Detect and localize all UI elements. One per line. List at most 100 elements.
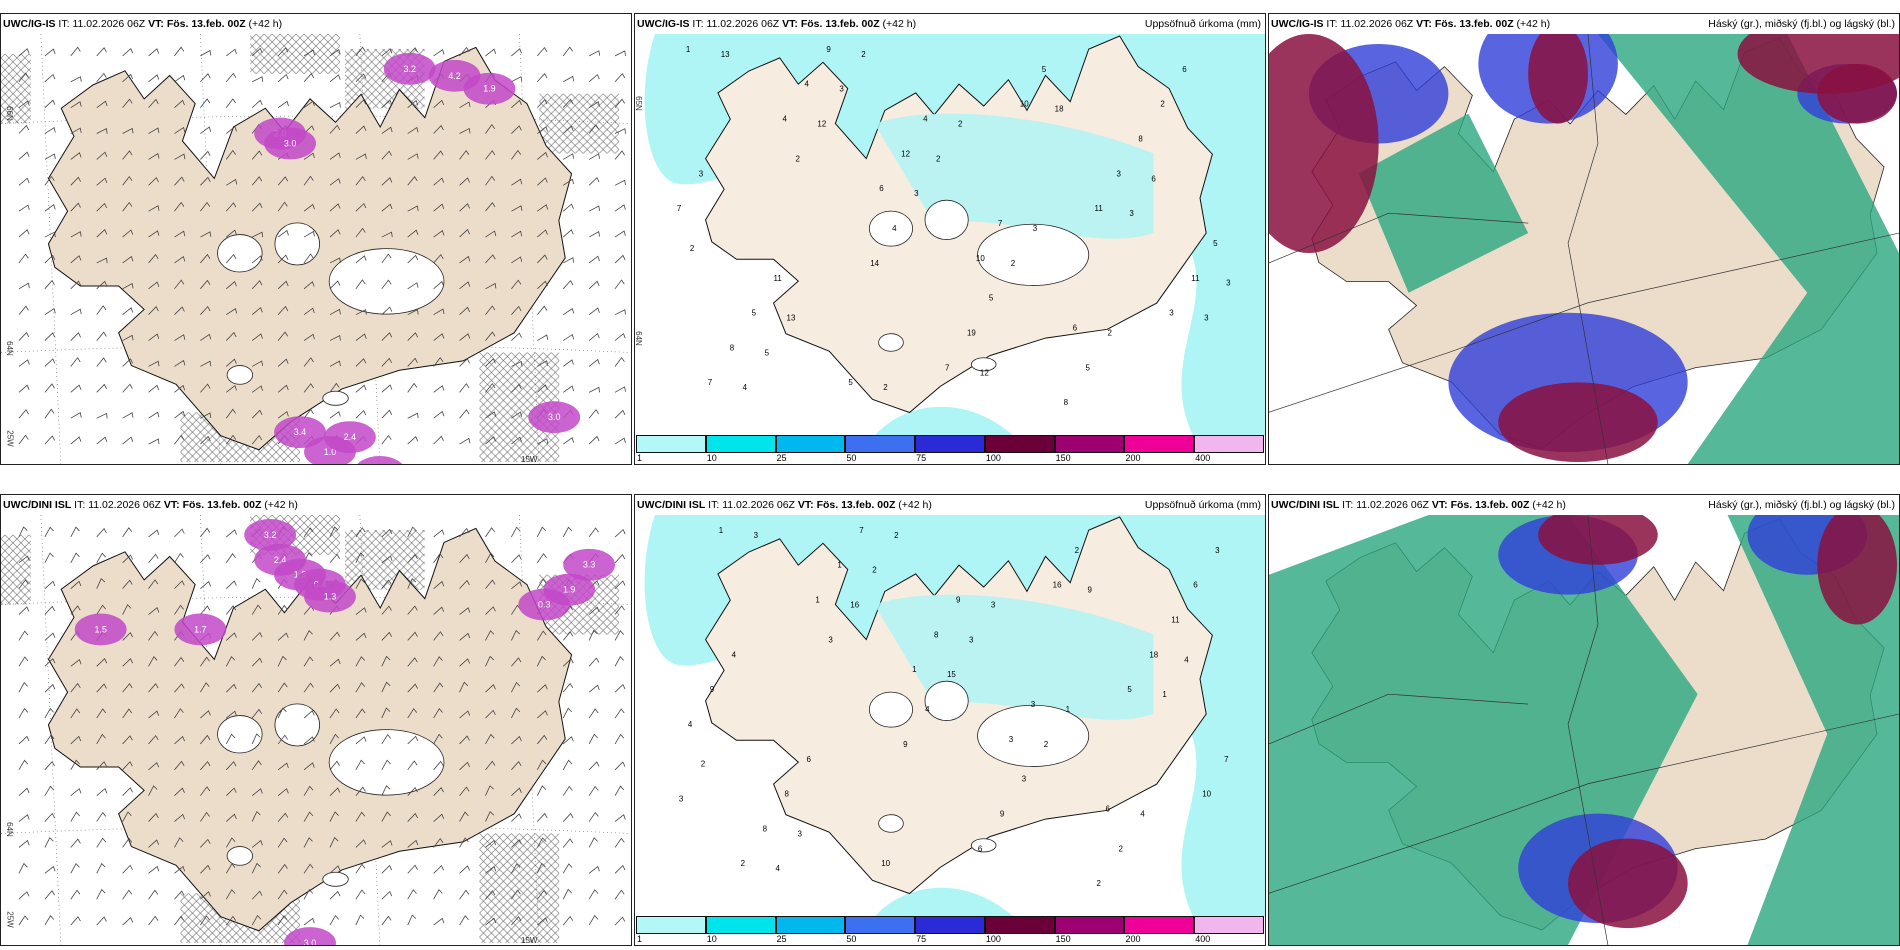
- wind-barb: [536, 889, 548, 900]
- precip-values: 1113610218357879161848106211969926434323…: [679, 526, 1229, 888]
- wind-barb: [18, 229, 30, 238]
- colorbar-tick-6: 150: [1055, 453, 1071, 463]
- wind-barb: [18, 124, 30, 134]
- wind-barb: [329, 229, 341, 238]
- wind-barb: [536, 526, 547, 538]
- colorbar-tick-3: 50: [846, 934, 857, 944]
- precip-value-38: 2: [1044, 740, 1049, 749]
- wind-barb: [562, 279, 574, 290]
- wind-barb: [96, 683, 107, 693]
- precip-value-53: 13: [787, 314, 796, 323]
- wind-barb: [70, 202, 81, 212]
- wind-barb: [122, 73, 134, 83]
- wind-barb: [44, 435, 56, 445]
- wind-barb: [303, 527, 314, 538]
- wind-barb: [433, 385, 445, 393]
- wind-barb: [70, 127, 82, 134]
- wind-barb: [277, 837, 288, 848]
- precip-value-12: 8: [730, 343, 735, 352]
- colorbar-tick-1: 10: [706, 934, 717, 944]
- wind-barb: [433, 48, 445, 57]
- wind-barb: [562, 307, 575, 316]
- wind-barb: [44, 760, 55, 771]
- wind-barb: [536, 785, 547, 796]
- wind-barb: [355, 409, 367, 419]
- wind-barb: [303, 383, 314, 393]
- wind-barb: [614, 179, 626, 186]
- wind-barb: [148, 306, 159, 315]
- wind-barb: [381, 890, 393, 900]
- wind-barb: [44, 254, 56, 264]
- high-cloud-4: [1528, 34, 1588, 124]
- wind-barb: [148, 683, 159, 693]
- wind-barb: [562, 915, 574, 926]
- wind-barb: [329, 708, 340, 719]
- wind-barb: [381, 253, 392, 264]
- it-label: IT:: [692, 18, 704, 30]
- wind-barb: [200, 73, 211, 83]
- high-cloud-2: [1498, 382, 1658, 463]
- wind-barb: [459, 632, 471, 641]
- wind-barb: [511, 760, 522, 771]
- wind-barb: [329, 360, 341, 367]
- wind-barb: [122, 917, 134, 926]
- wind-barb: [277, 604, 288, 615]
- wind-barb: [226, 126, 237, 134]
- wind-barb: [562, 229, 574, 238]
- wind-barb: [511, 360, 523, 367]
- wind-barb: [122, 579, 133, 589]
- wind-barb: [251, 99, 263, 108]
- wind-barb: [226, 580, 237, 589]
- wind-barb: [511, 657, 522, 667]
- wind-barb: [588, 629, 598, 641]
- wind-barb: [251, 578, 261, 589]
- wind-barb: [122, 98, 133, 108]
- wind-barb: [44, 383, 55, 393]
- wind-barb: [381, 655, 391, 667]
- precip-value-19: 5: [848, 378, 853, 387]
- wind-barb: [44, 48, 56, 57]
- wind-barb: [122, 683, 133, 693]
- precip-map: 1 1 1 3 6 10 2 1 8 3 5 7 8 7 9 16 18 4 8 10 6 2 11 9 6 9 9 2 6 4 3 4 3 2 3…: [635, 515, 1265, 917]
- wind-barb: [44, 785, 55, 796]
- wind-barb: [329, 280, 341, 290]
- precip-value-44: 3: [1033, 224, 1038, 233]
- cell-value-2: 1.9: [483, 84, 495, 94]
- lead-time: (+42 h): [264, 499, 298, 511]
- valid-time: Fös. 13.feb. 00Z: [1450, 499, 1530, 511]
- wind-barb: [407, 735, 419, 745]
- wind-barb: [44, 204, 56, 212]
- wind-barb: [18, 630, 29, 641]
- precip-value-28: 6: [1193, 581, 1198, 590]
- wind-barb: [18, 409, 29, 419]
- wind-barb: [226, 229, 237, 238]
- wind-barb: [226, 813, 237, 822]
- precip-value-11: 11: [1191, 274, 1200, 283]
- colorbar-swatch-7: [1124, 435, 1195, 453]
- precip-map: 1 4 6 10 6 3 7 4 12 7 11 11 8 9 4 10 3 5 5 5 7 5 8 7 11 14 19 8 2 3 2 4…: [635, 34, 1265, 436]
- wind-barb: [485, 917, 497, 926]
- wind-barb: [433, 760, 444, 771]
- wind-barb: [511, 581, 523, 589]
- precip-value-32: 3: [1022, 775, 1027, 784]
- precip-value-9: 3: [1031, 700, 1036, 709]
- wind-barb: [381, 864, 393, 874]
- wind-barb: [70, 412, 82, 419]
- wind-barb: [329, 74, 341, 83]
- wind-barb: [562, 759, 573, 771]
- wind-barb: [588, 889, 599, 900]
- wind-barb: [407, 436, 419, 445]
- wind-barb: [174, 256, 186, 264]
- colorbar-swatch-8: [1194, 435, 1264, 453]
- precip-value-26: 19: [967, 329, 976, 338]
- wind-barb: [381, 733, 392, 745]
- wind-barb: [148, 607, 160, 615]
- wind-barb: [329, 683, 341, 693]
- wind-barb: [277, 73, 289, 83]
- boundary-0: [1269, 693, 1529, 745]
- wind-barb: [562, 812, 574, 822]
- wind-barb: [355, 682, 366, 693]
- wind-barb: [381, 231, 393, 238]
- wind-barb: [303, 49, 315, 57]
- colorbar-tick-4: 75: [916, 934, 927, 944]
